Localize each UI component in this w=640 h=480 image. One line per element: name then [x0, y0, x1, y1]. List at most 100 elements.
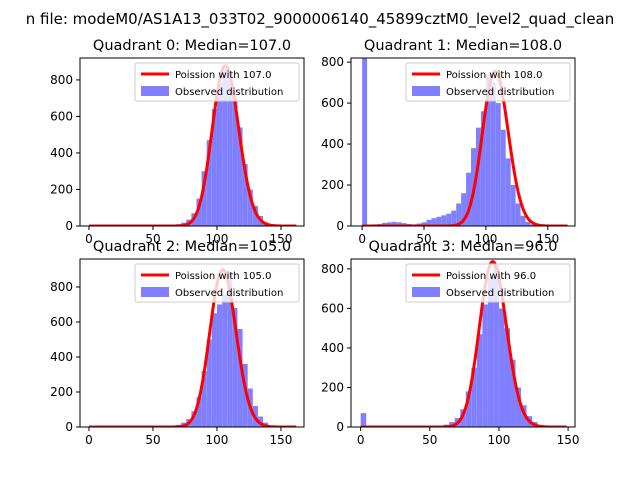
hist-bar [461, 193, 467, 226]
x-tick-label: 0 [85, 433, 93, 447]
histogram-bars [362, 58, 541, 226]
y-tick-label: 0 [336, 219, 344, 233]
hist-bar [391, 221, 397, 226]
y-tick-label: 600 [50, 109, 73, 123]
hist-bar [521, 405, 527, 427]
hist-bar [515, 203, 521, 226]
legend-hist-swatch [141, 287, 169, 297]
hist-bar [360, 413, 367, 427]
hist-bar [431, 218, 437, 226]
poisson-curve [88, 268, 297, 427]
y-tick-label: 800 [50, 280, 73, 294]
subplot-title: Quadrant 2: Median=105.0 [93, 239, 291, 255]
legend: Poission with 96.0 Observed distribution [405, 263, 571, 303]
hist-bar [465, 391, 472, 427]
legend-hist-swatch [412, 86, 440, 96]
hist-bar [480, 111, 486, 226]
hist-bar [505, 158, 511, 226]
hist-bar [232, 308, 238, 427]
legend-frame [405, 62, 571, 102]
y-tick-label: 200 [321, 380, 344, 394]
legend: Poission with 107.0 Observed distribution [134, 62, 300, 102]
hist-bar [206, 140, 212, 226]
hist-bar [191, 411, 197, 427]
y-tick-label: 600 [321, 96, 344, 110]
legend-hist-label: Observed distribution [446, 288, 554, 299]
subplot-title: Quadrant 3: Median=96.0 [369, 239, 558, 255]
figure-suptitle: n file: modeM0/AS1A13_033T02_9000006140_… [26, 10, 615, 29]
y-tick-label: 400 [50, 146, 73, 160]
subplot-quadrant-1: 0 50 100 150 0 200 400 600 800 Quadrant 1: Median… [321, 38, 576, 246]
hist-bar [490, 82, 496, 226]
poisson-curve [360, 260, 567, 427]
legend-frame [405, 263, 571, 303]
x-tick-label: 0 [358, 232, 366, 246]
histogram-bars [165, 68, 269, 226]
hist-bar [196, 397, 202, 427]
hist-bar [386, 222, 392, 226]
legend-frame [134, 62, 300, 102]
y-tick-label: 400 [321, 341, 344, 355]
hist-bar [471, 367, 477, 427]
y-tick-label: 800 [321, 262, 344, 276]
subplot-quadrant-2: 0 50 100 150 0 200 400 600 800 Quadrant 2: Median… [50, 239, 305, 447]
hist-bar [500, 129, 506, 226]
hist-bar [421, 222, 427, 226]
legend-poisson-label: Poission with 108.0 [446, 70, 542, 81]
axes-frame [350, 258, 576, 428]
legend-poisson-label: Poission with 107.0 [175, 70, 271, 81]
legend-poisson-label: Poission with 105.0 [175, 271, 271, 282]
legend-frame [134, 263, 300, 303]
legend-poisson-label: Poission with 96.0 [446, 271, 536, 282]
hist-bar [201, 171, 207, 226]
y-tick-label: 800 [321, 55, 344, 69]
subplot-quadrant-3: 0 50 100 150 0 200 400 600 800 Quadrant 3: Median… [321, 239, 579, 447]
y-tick-label: 0 [65, 420, 73, 434]
x-tick-label: 0 [85, 232, 93, 246]
hist-bar [487, 276, 494, 427]
x-tick-label: 50 [416, 232, 431, 246]
hist-bar [381, 222, 387, 226]
hist-bar [201, 371, 207, 427]
hist-bar [493, 264, 499, 427]
y-tick-label: 600 [321, 301, 344, 315]
legend-hist-label: Observed distribution [175, 87, 283, 98]
subplot-title: Quadrant 1: Median=108.0 [364, 38, 562, 54]
hist-bar [466, 172, 472, 226]
hist-bar [242, 364, 248, 427]
hist-bar [530, 224, 536, 226]
hist-bar [485, 74, 491, 226]
hist-bar [441, 215, 447, 226]
x-tick-label: 50 [145, 232, 160, 246]
x-tick-label: 100 [487, 433, 510, 447]
hist-bar [498, 308, 505, 427]
x-tick-label: 100 [474, 232, 497, 246]
x-tick-label: 50 [422, 433, 437, 447]
y-tick-label: 200 [50, 182, 73, 196]
subplot-grid: 0 50 100 150 0 200 400 600 800 Quadrant 0: Median… [50, 38, 579, 447]
hist-bar [232, 96, 238, 226]
axes-frame [79, 57, 305, 227]
hist-bar [510, 185, 516, 226]
poisson-curve [361, 69, 568, 226]
hist-bar [227, 74, 233, 226]
axes-frame [350, 57, 576, 227]
hist-bar [436, 216, 442, 226]
hist-bar [252, 205, 258, 226]
hist-bar [216, 304, 223, 427]
hist-bar [515, 387, 522, 427]
hist-bar [446, 213, 452, 226]
hist-bar [362, 58, 368, 226]
hist-bar [475, 127, 481, 226]
y-tick-label: 200 [50, 385, 73, 399]
hist-bar [504, 328, 511, 427]
y-tick-label: 0 [65, 219, 73, 233]
hist-bar [426, 219, 432, 226]
hist-bar [206, 339, 212, 427]
hist-bar [520, 215, 526, 226]
hist-bar [476, 334, 483, 427]
hist-bar [237, 329, 243, 427]
legend-hist-swatch [412, 287, 440, 297]
legend: Poission with 108.0 Observed distribution [405, 62, 571, 102]
